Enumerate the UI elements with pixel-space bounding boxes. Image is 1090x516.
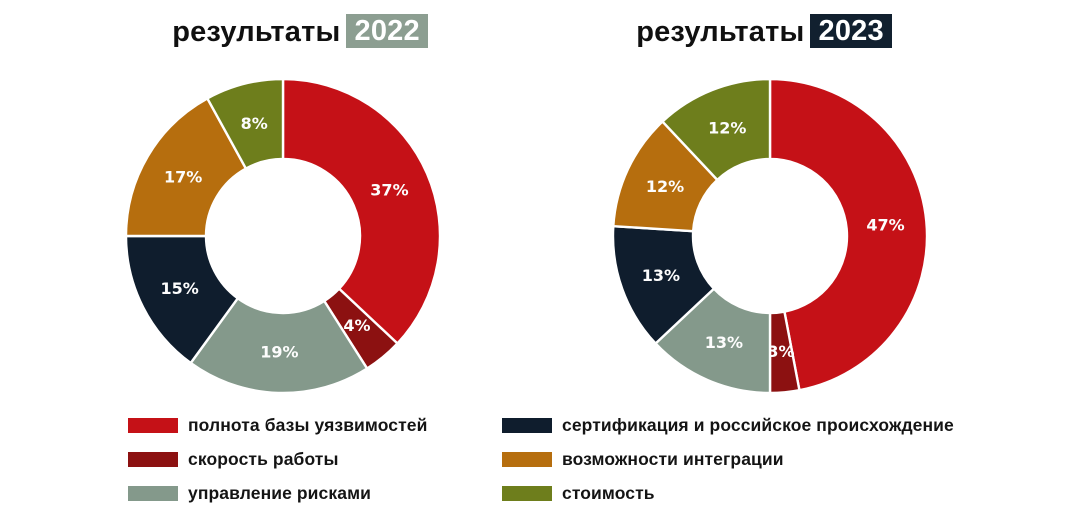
- chart-title-text-2022: результаты: [172, 16, 341, 48]
- legend-swatch: [502, 452, 552, 467]
- legend-column-left: полнота базы уязвимостей скорость работы у…: [128, 412, 428, 514]
- pie-slice-2023-1: [768, 77, 929, 392]
- legend-label: стоимость: [562, 483, 655, 503]
- slice-value-label: 13%: [642, 266, 680, 285]
- slice-value-label: 4%: [343, 316, 370, 335]
- legend-swatch: [502, 418, 552, 433]
- legend-item: сертификация и российское происхождение: [502, 412, 954, 439]
- pie-slice-2022-4: [124, 234, 239, 365]
- slice-value-label: 3%: [767, 342, 794, 361]
- slice-value-label: 37%: [370, 180, 408, 199]
- pie-slice-2023-6: [661, 77, 772, 182]
- legend-item: стоимость: [502, 480, 954, 507]
- slice-value-label: 13%: [705, 333, 743, 352]
- chart-title-text-2023: результаты: [636, 16, 805, 48]
- donut-chart-2023: 47% 3% 13% 13% 12% 12%: [611, 77, 929, 395]
- slice-value-label: 12%: [646, 177, 684, 196]
- legend-item: полнота базы уязвимостей: [128, 412, 428, 439]
- legend-label: возможности интеграции: [562, 449, 784, 469]
- chart-title-2022: результаты 2022: [0, 12, 600, 52]
- pie-slice-2022-6: [206, 77, 285, 170]
- legend-label: полнота базы уязвимостей: [188, 415, 428, 435]
- slice-value-label: 15%: [160, 279, 198, 298]
- slice-value-label: 19%: [260, 342, 298, 361]
- legend-item: возможности интеграции: [502, 446, 954, 473]
- legend-swatch: [128, 452, 178, 467]
- year-badge-2022: 2022: [346, 14, 428, 48]
- slice-value-label: 8%: [241, 114, 268, 133]
- legend-label: сертификация и российское происхождение: [562, 415, 954, 435]
- legend-label: скорость работы: [188, 449, 339, 469]
- legend-item: скорость работы: [128, 446, 428, 473]
- slice-value-label: 47%: [866, 216, 904, 235]
- donut-chart-2022: 37% 4% 19% 15% 17% 8%: [124, 77, 442, 395]
- chart-title-2023: результаты 2023: [464, 12, 1064, 52]
- slice-value-label: 12%: [708, 119, 746, 138]
- legend-item: управление рисками: [128, 480, 428, 507]
- legend-swatch: [128, 486, 178, 501]
- pie-slice-2022-5: [124, 97, 248, 238]
- legend-column-right: сертификация и российское происхождение в…: [502, 412, 954, 514]
- legend-swatch: [502, 486, 552, 501]
- year-badge-2023: 2023: [810, 14, 892, 48]
- legend-label: управление рисками: [188, 483, 371, 503]
- legend-swatch: [128, 418, 178, 433]
- legend: полнота базы уязвимостей скорость работы у…: [0, 412, 1090, 512]
- pie-slice-2022-3: [189, 297, 369, 395]
- pie-slice-2022-1: [281, 77, 442, 345]
- slice-value-label: 17%: [164, 167, 202, 186]
